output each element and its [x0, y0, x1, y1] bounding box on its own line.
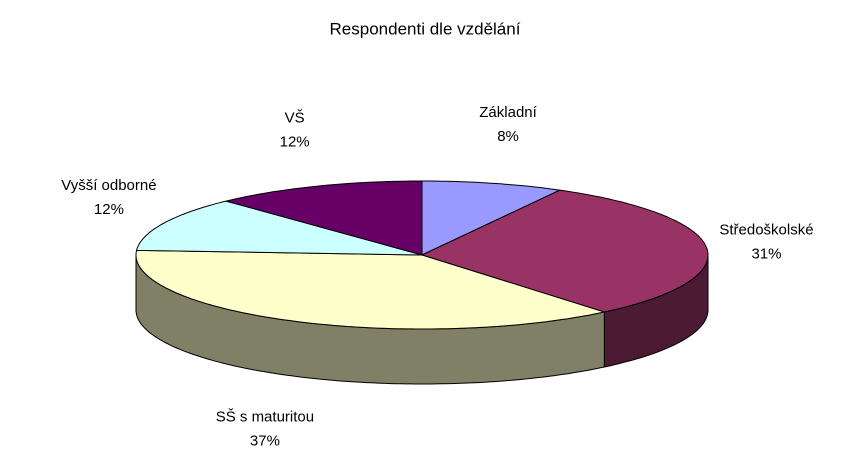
- slice: [135, 249, 607, 330]
- slice-label: VŠ: [285, 109, 305, 126]
- slice: [421, 180, 562, 256]
- slice-value: 37%: [250, 432, 280, 449]
- slice: [224, 180, 423, 256]
- slice: [420, 189, 709, 313]
- chart-title: Respondenti dle vzdělání: [330, 19, 521, 38]
- slice-value: 12%: [280, 133, 310, 150]
- slice-label: Vyšší odborné: [61, 177, 156, 194]
- slice-label: Středoškolské: [719, 221, 813, 238]
- slice-value: 12%: [94, 201, 124, 218]
- slice: [135, 200, 423, 256]
- slice-label: SŠ s maturitou: [216, 408, 314, 425]
- slice-label: Základní: [479, 104, 537, 121]
- slice-value: 31%: [751, 245, 781, 262]
- slice-value: 8%: [497, 128, 519, 145]
